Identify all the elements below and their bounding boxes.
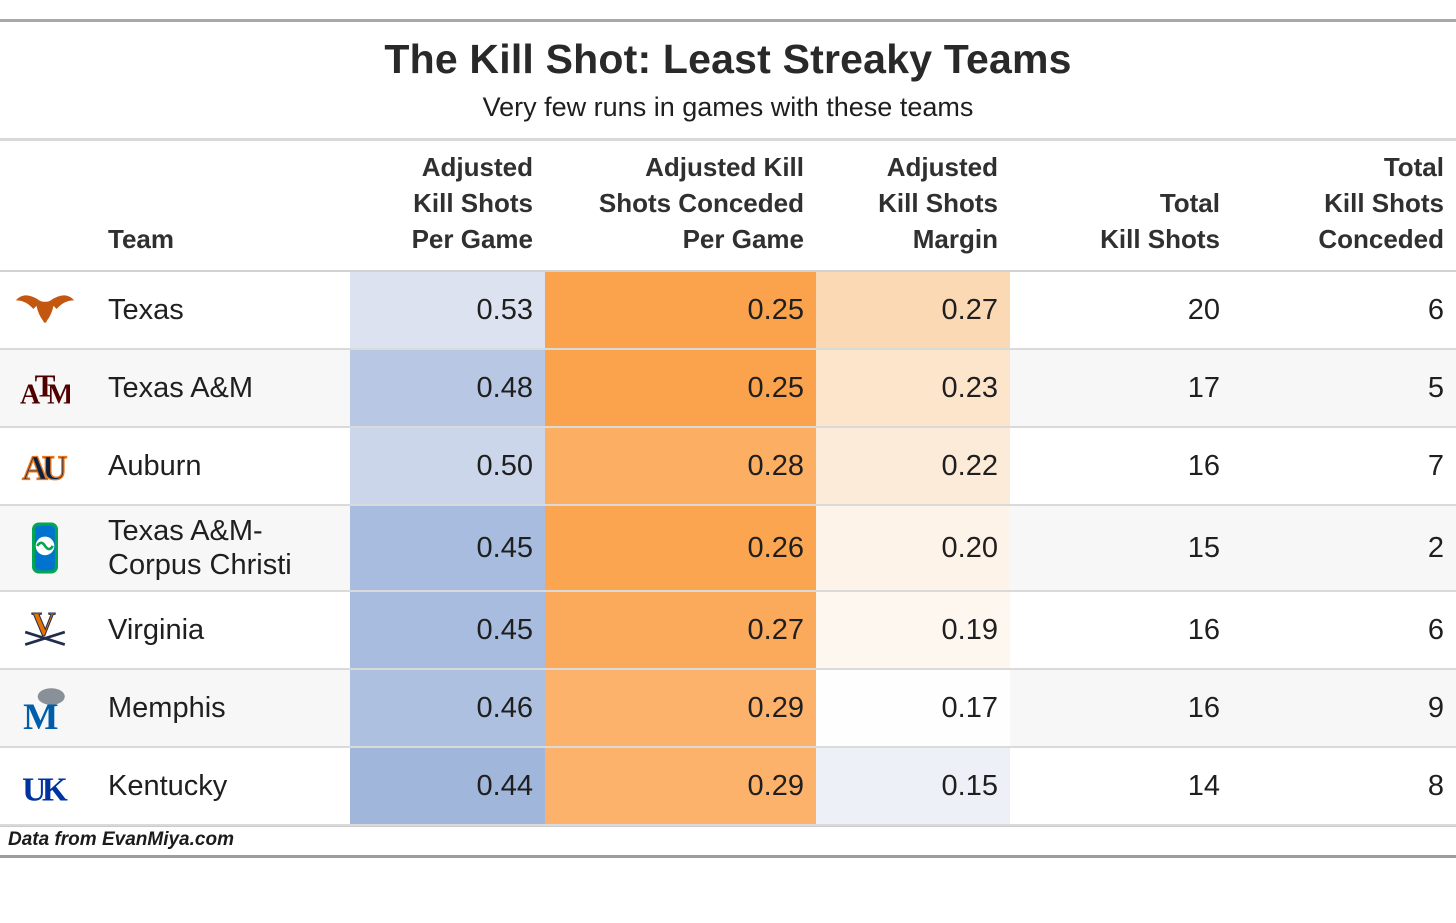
- adj-kill-shots-margin-cell: 0.19: [816, 592, 1010, 668]
- table-row: Texas A&M-Corpus Christi 0.45 0.26 0.20 …: [0, 506, 1456, 592]
- adj-kill-shots-margin-cell: 0.27: [816, 272, 1010, 348]
- total-kill-shots-conceded-cell: 7: [1427, 449, 1444, 482]
- adj-kill-shots-conceded-cell: 0.27: [545, 592, 816, 668]
- header-total-kill-shots-conceded: Total Kill Shots Conceded: [1318, 152, 1444, 254]
- table-row: A U Auburn 0.50 0.28 0.22 16 7: [0, 428, 1456, 506]
- adj-kill-shots-margin-cell: 0.23: [816, 350, 1010, 426]
- total-kill-shots-conceded-cell: 6: [1427, 293, 1444, 326]
- total-kill-shots-cell: 16: [1187, 613, 1220, 646]
- table-row: M Memphis 0.46 0.29 0.17 16 9: [0, 670, 1456, 748]
- team-name: Auburn: [108, 450, 202, 482]
- header-total-kill-shots: Total Kill Shots: [1100, 188, 1220, 254]
- svg-text:M: M: [23, 697, 58, 733]
- table-body: Texas 0.53 0.25 0.27 20 6 A M T: [0, 272, 1456, 826]
- svg-text:M: M: [47, 380, 70, 411]
- auburn-logo: A U: [20, 441, 70, 491]
- table-header-row: Team Adjusted Kill Shots Per Game Adjust…: [0, 141, 1456, 272]
- svg-text:A: A: [20, 380, 41, 411]
- tamu-corpus-christi-logo: [20, 521, 70, 575]
- adj-kill-shots-margin-cell: 0.15: [816, 748, 1010, 824]
- adj-kill-shots-conceded-cell: 0.25: [545, 272, 816, 348]
- header-adj-kill-shots-conceded: Adjusted Kill Shots Conceded Per Game: [598, 152, 804, 254]
- table-row: U K Kentucky 0.44 0.29 0.15 14 8: [0, 748, 1456, 826]
- table-row: A M T Texas A&M 0.48 0.25 0.23 17 5: [0, 350, 1456, 428]
- adj-kill-shots-per-game-cell: 0.45: [350, 592, 545, 668]
- header-adj-kill-shots-per-game: Adjusted Kill Shots Per Game: [411, 152, 533, 254]
- team-name: Texas: [108, 294, 184, 326]
- total-kill-shots-conceded-cell: 8: [1427, 769, 1444, 802]
- source-note: Data from EvanMiya.com: [0, 826, 1456, 858]
- total-kill-shots-cell: 20: [1187, 293, 1220, 326]
- adj-kill-shots-per-game-cell: 0.45: [350, 506, 545, 590]
- header-team: Team: [108, 224, 174, 254]
- adj-kill-shots-per-game-cell: 0.53: [350, 272, 545, 348]
- total-kill-shots-conceded-cell: 5: [1427, 371, 1444, 404]
- total-kill-shots-cell: 14: [1187, 769, 1220, 802]
- svg-text:T: T: [35, 368, 56, 403]
- total-kill-shots-cell: 17: [1187, 371, 1220, 404]
- adj-kill-shots-margin-cell: 0.20: [816, 506, 1010, 590]
- adj-kill-shots-margin-cell: 0.17: [816, 670, 1010, 746]
- total-kill-shots-cell: 15: [1187, 531, 1220, 564]
- total-kill-shots-cell: 16: [1187, 449, 1220, 482]
- adj-kill-shots-per-game-cell: 0.44: [350, 748, 545, 824]
- team-name: Virginia: [108, 614, 205, 646]
- adj-kill-shots-conceded-cell: 0.25: [545, 350, 816, 426]
- total-kill-shots-conceded-cell: 9: [1427, 691, 1444, 724]
- table-row: V Virginia 0.45 0.27 0.19 16 6: [0, 592, 1456, 670]
- adj-kill-shots-per-game-cell: 0.50: [350, 428, 545, 504]
- memphis-logo: M: [20, 683, 70, 733]
- svg-text:A: A: [22, 448, 48, 488]
- adj-kill-shots-conceded-cell: 0.26: [545, 506, 816, 590]
- kill-shot-table: Team Adjusted Kill Shots Per Game Adjust…: [0, 138, 1456, 858]
- svg-text:U: U: [22, 772, 46, 809]
- logo-column-spacer: [0, 257, 90, 270]
- page-title: The Kill Shot: Least Streaky Teams: [384, 36, 1072, 82]
- svg-text:K: K: [42, 772, 68, 809]
- team-name: Kentucky: [108, 770, 228, 802]
- texas-longhorn-logo: [14, 288, 76, 332]
- team-name: Texas A&M: [108, 372, 254, 404]
- adj-kill-shots-per-game-cell: 0.48: [350, 350, 545, 426]
- table-row: Texas 0.53 0.25 0.27 20 6: [0, 272, 1456, 350]
- adj-kill-shots-conceded-cell: 0.28: [545, 428, 816, 504]
- kill-shot-table-graphic: The Kill Shot: Least Streaky Teams Very …: [0, 19, 1456, 923]
- header-adj-kill-shots-margin: Adjusted Kill Shots Margin: [878, 152, 998, 254]
- svg-text:U: U: [42, 448, 68, 488]
- total-kill-shots-cell: 16: [1187, 691, 1220, 724]
- kentucky-logo: U K: [20, 761, 70, 811]
- page-subtitle: Very few runs in games with these teams: [482, 92, 974, 122]
- svg-text:V: V: [31, 606, 55, 643]
- adj-kill-shots-conceded-cell: 0.29: [545, 748, 816, 824]
- top-divider: [0, 19, 1456, 22]
- adj-kill-shots-margin-cell: 0.22: [816, 428, 1010, 504]
- adj-kill-shots-conceded-cell: 0.29: [545, 670, 816, 746]
- team-name: Memphis: [108, 692, 226, 724]
- texas-am-logo: A M T: [20, 363, 70, 413]
- total-kill-shots-conceded-cell: 6: [1427, 613, 1444, 646]
- adj-kill-shots-per-game-cell: 0.46: [350, 670, 545, 746]
- team-name: Texas A&M-Corpus Christi: [108, 515, 292, 581]
- total-kill-shots-conceded-cell: 2: [1427, 531, 1444, 564]
- virginia-logo: V: [20, 605, 70, 655]
